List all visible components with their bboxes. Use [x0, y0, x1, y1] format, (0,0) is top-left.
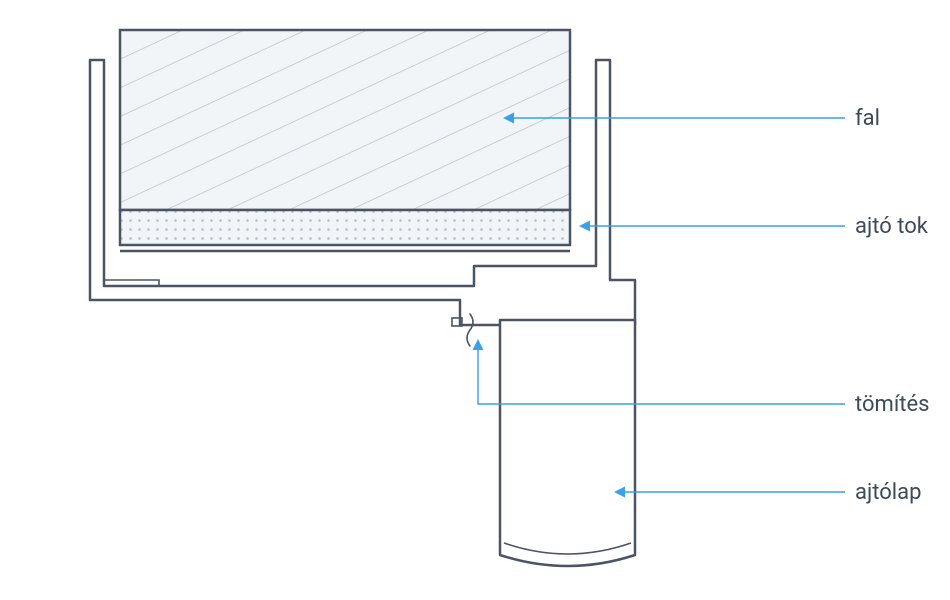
- diagram-stage: fal ajtó tok tömítés ajtólap: [0, 0, 950, 600]
- label-frame: ajtó tok: [855, 214, 928, 239]
- label-doorleaf: ajtólap: [855, 480, 921, 505]
- label-wall: fal: [855, 106, 880, 131]
- diagram-svg: [0, 0, 950, 600]
- label-seal: tömítés: [855, 392, 930, 417]
